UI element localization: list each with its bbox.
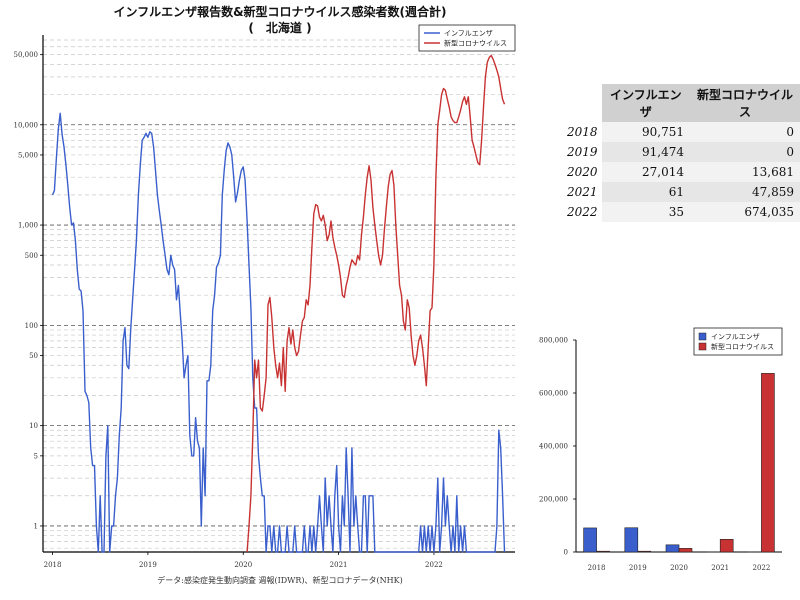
bar-legend-swatch: [698, 342, 707, 351]
y-tick-label: 5,000: [18, 151, 38, 159]
summary-header-flu: インフルエンザ: [601, 84, 691, 122]
bar-influenza: [583, 527, 597, 553]
y-tick-label: 5: [34, 452, 38, 460]
bar-legend-label: 新型コロナウイルス: [711, 342, 774, 351]
bar-x-tick-label: 2018: [588, 564, 606, 572]
summary-covid-value: 13,681: [690, 162, 800, 182]
summary-header-covid: 新型コロナウイルス: [690, 84, 800, 122]
y-tick-label: 100: [25, 322, 38, 330]
bar-y-tick-label: 800,000: [539, 337, 568, 345]
summary-year: 2018: [567, 125, 598, 139]
summary-flu-value: 91,474: [601, 142, 691, 162]
summary-flu-value: 27,014: [601, 162, 691, 182]
bar-y-tick-label: 0: [564, 549, 568, 557]
summary-covid-value: 674,035: [690, 202, 800, 222]
summary-row: 2021 61 47,859: [563, 182, 800, 202]
bar-x-tick-label: 2022: [752, 564, 770, 572]
y-tick-label: 10,000: [14, 121, 39, 129]
bar-legend-box: [693, 327, 783, 356]
legend-label: インフルエンザ: [444, 30, 493, 38]
legend-box: [418, 24, 516, 52]
summary-row: 2019 91,474 0: [563, 142, 800, 162]
y-tick-label: 500: [25, 252, 38, 260]
summary-flu-value: 35: [601, 202, 691, 222]
summary-table: インフルエンザ 新型コロナウイルス 2018 90,751 0 2019 91,…: [563, 84, 800, 222]
bar-covid: [637, 550, 652, 553]
x-tick-label: 2018: [44, 561, 62, 569]
x-tick-label: 2020: [234, 561, 252, 569]
summary-header-row: インフルエンザ 新型コロナウイルス: [563, 84, 800, 122]
bar-x-tick-label: 2020: [670, 564, 688, 572]
bar-x-tick-label: 2019: [629, 564, 647, 572]
summary-year: 2022: [567, 205, 598, 219]
summary-year: 2020: [567, 165, 598, 179]
summary-covid-value: 47,859: [690, 182, 800, 202]
y-tick-label: 50: [29, 352, 38, 360]
y-tick-label: 1,000: [18, 222, 38, 230]
summary-covid-value: 0: [690, 122, 800, 142]
summary-covid-value: 0: [690, 142, 800, 162]
x-tick-label: 2021: [330, 561, 348, 569]
summary-year: 2021: [567, 185, 598, 199]
bar-influenza: [665, 544, 680, 553]
source-note: データ:感染症発生動向調査 週報(IDWR)、新型コロナデータ(NHK): [157, 576, 403, 585]
summary-flu-value: 90,751: [601, 122, 691, 142]
bar-covid: [761, 373, 775, 553]
summary-row: 2018 90,751 0: [563, 122, 800, 142]
x-tick-label: 2022: [425, 561, 443, 569]
bar-covid: [719, 539, 734, 553]
bar-y-tick-label: 400,000: [539, 443, 568, 451]
summary-corner-cell: [563, 84, 602, 122]
y-tick-label: 50,000: [14, 51, 39, 59]
chart-title: インフルエンザ報告数&新型コロナウイルス感染者数(週合計) ( 北海道 ): [40, 4, 520, 36]
bar-influenza: [624, 527, 639, 553]
summary-row: 2022 35 674,035: [563, 202, 800, 222]
bar-y-tick-label: 200,000: [539, 496, 568, 504]
chart-title-line2: ( 北海道 ): [248, 21, 312, 35]
x-tick-label: 2019: [139, 561, 157, 569]
y-tick-label: 1: [34, 522, 38, 530]
y-tick-label: 10: [29, 422, 38, 430]
bar-covid: [596, 550, 610, 553]
series-line-influenza: [51, 112, 506, 553]
bar-covid: [678, 548, 693, 553]
bar-legend-label: インフルエンザ: [711, 333, 760, 341]
summary-row: 2020 27,014 13,681: [563, 162, 800, 182]
series-line-covid: [246, 54, 506, 553]
bar-x-tick-label: 2021: [711, 564, 729, 572]
bar-legend-swatch: [698, 332, 707, 341]
summary-year: 2019: [567, 145, 598, 159]
legend-label: 新型コロナウイルス: [444, 39, 507, 48]
chart-title-line1: インフルエンザ報告数&新型コロナウイルス感染者数(週合計): [113, 5, 447, 19]
summary-flu-value: 61: [601, 182, 691, 202]
bar-y-tick-label: 600,000: [539, 390, 568, 398]
